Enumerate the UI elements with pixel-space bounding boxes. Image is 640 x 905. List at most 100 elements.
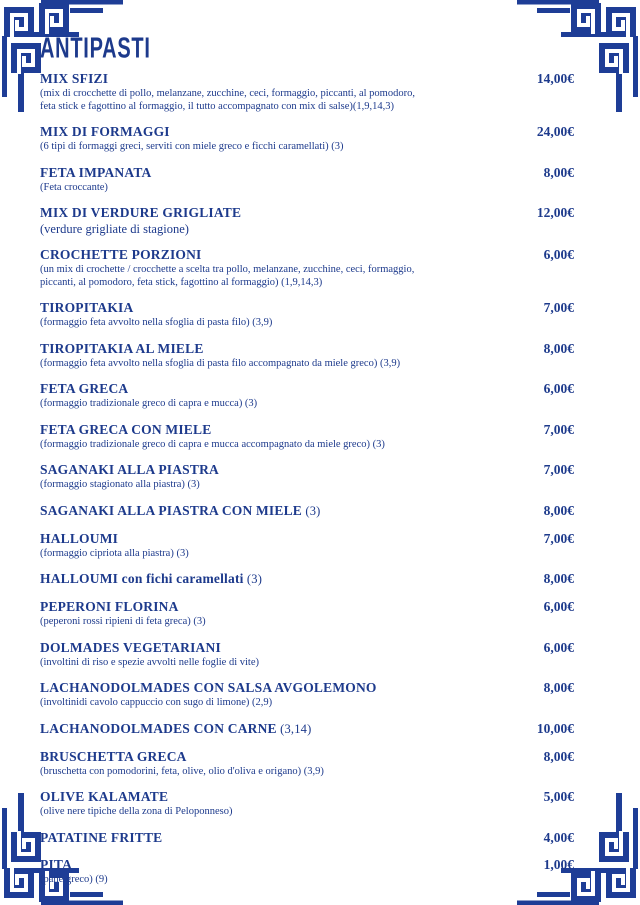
menu-item-text: LACHANODOLMADES CON CARNE (3,14) [40, 720, 537, 738]
item-description: (un mix di crochette / crocchette a scel… [40, 264, 415, 288]
menu-items: MIX SFIZI (mix di crocchette di pollo, m… [40, 70, 574, 886]
item-name-line: TIROPITAKIA [40, 299, 532, 316]
menu-item-text: LACHANODOLMADES CON SALSA AVGOLEMONO (in… [40, 679, 544, 710]
item-name: PITA [40, 856, 73, 872]
item-price: 4,00€ [543, 829, 574, 845]
item-name-line: SAGANAKI ALLA PIASTRA [40, 461, 532, 478]
item-name-line: HALLOUMI [40, 530, 532, 547]
item-price: 8,00€ [543, 571, 574, 586]
menu-item: LACHANODOLMADES CON SALSA AVGOLEMONO (in… [40, 679, 574, 710]
item-name: SAGANAKI ALLA PIASTRA CON MIELE [40, 502, 303, 518]
item-description: (formaggio feta avvolto nella sfoglia di… [40, 357, 401, 369]
item-name-line: HALLOUMI con fichi caramellati (3) [40, 570, 532, 588]
item-name-line: SAGANAKI ALLA PIASTRA CON MIELE (3) [40, 502, 532, 520]
menu-item: BRUSCHETTA GRECA (bruschetta con pomodor… [40, 748, 574, 779]
item-price: 24,00€ [536, 124, 574, 139]
item-name: FETA IMPANATA [40, 164, 152, 180]
item-price: 6,00€ [543, 599, 574, 614]
item-price: 14,00€ [536, 71, 574, 86]
item-price: 8,00€ [543, 164, 574, 180]
item-price: 8,00€ [543, 340, 574, 356]
item-price: 7,00€ [543, 462, 574, 477]
item-price: 7,00€ [543, 530, 574, 546]
item-allergen-codes: (3,14) [276, 721, 312, 736]
item-price: 7,00€ [543, 421, 574, 437]
item-name-line: MIX DI VERDURE GRIGLIATE [40, 204, 525, 221]
item-name: BRUSCHETTA GRECA [40, 748, 187, 764]
menu-item: HALLOUMI con fichi caramellati (3) 8,00€ [40, 570, 574, 588]
item-price: 6,00€ [543, 381, 574, 396]
item-name: HALLOUMI [40, 530, 119, 546]
menu-content: ANTIPASTI MIX SFIZI (mix di crocchette d… [40, 32, 574, 905]
menu-item-text: OLIVE KALAMATE (olive nere tipiche della… [40, 788, 544, 819]
item-name-line: PEPERONI FLORINA [40, 598, 532, 615]
menu-item: MIX DI VERDURE GRIGLIATE (verdure grigli… [40, 204, 574, 236]
menu-item: HALLOUMI (formaggio cipriota alla piastr… [40, 530, 574, 561]
item-description: (formaggio stagionato alla piastra) (3) [40, 479, 200, 490]
menu-item-text: DOLMADES VEGETARIANI (involtini di riso … [40, 639, 544, 670]
item-name: MIX SFIZI [40, 71, 109, 86]
menu-item: FETA IMPANATA (Feta croccante) 8,00€ [40, 164, 574, 195]
item-name-line: LACHANODOLMADES CON SALSA AVGOLEMONO [40, 679, 532, 696]
menu-item-text: BRUSCHETTA GRECA (bruschetta con pomodor… [40, 748, 544, 779]
menu-item: MIX SFIZI (mix di crocchette di pollo, m… [40, 70, 574, 113]
item-description: (formaggio feta avvolto nella sfoglia di… [40, 317, 273, 328]
menu-item-text: FETA GRECA (formaggio tradizionale greco… [40, 380, 544, 411]
menu-item-text: FETA GRECA CON MIELE (formaggio tradizio… [40, 421, 544, 452]
item-name: FETA GRECA [40, 381, 129, 396]
menu-item: TIROPITAKIA AL MIELE (formaggio feta avv… [40, 340, 574, 371]
menu-item-text: SAGANAKI ALLA PIASTRA (formaggio stagion… [40, 461, 544, 492]
item-name-line: LACHANODOLMADES CON CARNE (3,14) [40, 720, 525, 738]
menu-item-text: HALLOUMI con fichi caramellati (3) [40, 570, 544, 588]
item-description: (formaggio cipriota alla piastra) (3) [40, 547, 189, 559]
item-price: 8,00€ [543, 748, 574, 764]
item-name: TIROPITAKIA [40, 300, 134, 315]
item-description: (peperoni rossi ripieni di feta greca) (… [40, 616, 206, 627]
item-name-line: FETA IMPANATA [40, 164, 532, 181]
item-description: (bruschetta con pomodorini, feta, olive,… [40, 765, 324, 777]
menu-item-text: PATATINE FRITTE [40, 829, 544, 846]
item-allergen-codes: (3) [302, 503, 321, 518]
menu-item-text: FETA IMPANATA (Feta croccante) [40, 164, 544, 195]
menu-item-text: SAGANAKI ALLA PIASTRA CON MIELE (3) [40, 502, 544, 520]
item-name-line: BRUSCHETTA GRECA [40, 748, 532, 765]
item-name: LACHANODOLMADES CON SALSA AVGOLEMONO [40, 680, 377, 695]
item-name: MIX DI VERDURE GRIGLIATE [40, 205, 242, 220]
item-description: (formaggio tradizionale greco di capra e… [40, 398, 258, 409]
item-name: OLIVE KALAMATE [40, 789, 169, 804]
menu-item: FETA GRECA CON MIELE (formaggio tradizio… [40, 421, 574, 452]
menu-item: FETA GRECA (formaggio tradizionale greco… [40, 380, 574, 411]
menu-item-text: PEPERONI FLORINA (peperoni rossi ripieni… [40, 598, 544, 629]
menu-item: LACHANODOLMADES CON CARNE (3,14) 10,00€ [40, 720, 574, 738]
menu-item-text: TIROPITAKIA AL MIELE (formaggio feta avv… [40, 340, 544, 371]
menu-item: CROCHETTE PORZIONI (un mix di crochette … [40, 246, 574, 289]
item-name: FETA GRECA CON MIELE [40, 421, 212, 437]
menu-item-text: MIX DI FORMAGGI (6 tipi di formaggi grec… [40, 123, 537, 154]
item-price: 1,00€ [543, 856, 574, 872]
item-price: 10,00€ [536, 720, 574, 736]
item-price: 5,00€ [543, 789, 574, 804]
item-name: TIROPITAKIA AL MIELE [40, 340, 204, 356]
item-name-line: FETA GRECA CON MIELE [40, 421, 532, 438]
item-name-line: PATATINE FRITTE [40, 829, 532, 846]
item-description: (formaggio tradizionale greco di capra e… [40, 438, 385, 450]
item-allergen-codes: (3) [243, 572, 263, 586]
item-description: (olive nere tipiche della zona di Pelopo… [40, 806, 233, 817]
menu-item-text: MIX DI VERDURE GRIGLIATE (verdure grigli… [40, 204, 537, 236]
item-name-line: PITA [40, 856, 532, 873]
menu-item: PATATINE FRITTE 4,00€ [40, 829, 574, 846]
menu-item: PITA (pane greco) (9) 1,00€ [40, 856, 574, 887]
item-price: 6,00€ [543, 247, 574, 262]
menu-item: SAGANAKI ALLA PIASTRA CON MIELE (3) 8,00… [40, 502, 574, 520]
menu-item-text: MIX SFIZI (mix di crocchette di pollo, m… [40, 70, 537, 113]
item-description: (involtini di riso e spezie avvolti nell… [40, 656, 259, 668]
item-name: HALLOUMI con fichi caramellati [40, 571, 244, 586]
item-price: 8,00€ [543, 680, 574, 695]
item-description: (involtinidi cavolo cappuccio con sugo d… [40, 697, 273, 708]
item-name: DOLMADES VEGETARIANI [40, 639, 221, 655]
menu-item: SAGANAKI ALLA PIASTRA (formaggio stagion… [40, 461, 574, 492]
item-description: (pane greco) (9) [40, 873, 108, 885]
item-price: 8,00€ [543, 502, 574, 518]
menu-item: TIROPITAKIA (formaggio feta avvolto nell… [40, 299, 574, 330]
